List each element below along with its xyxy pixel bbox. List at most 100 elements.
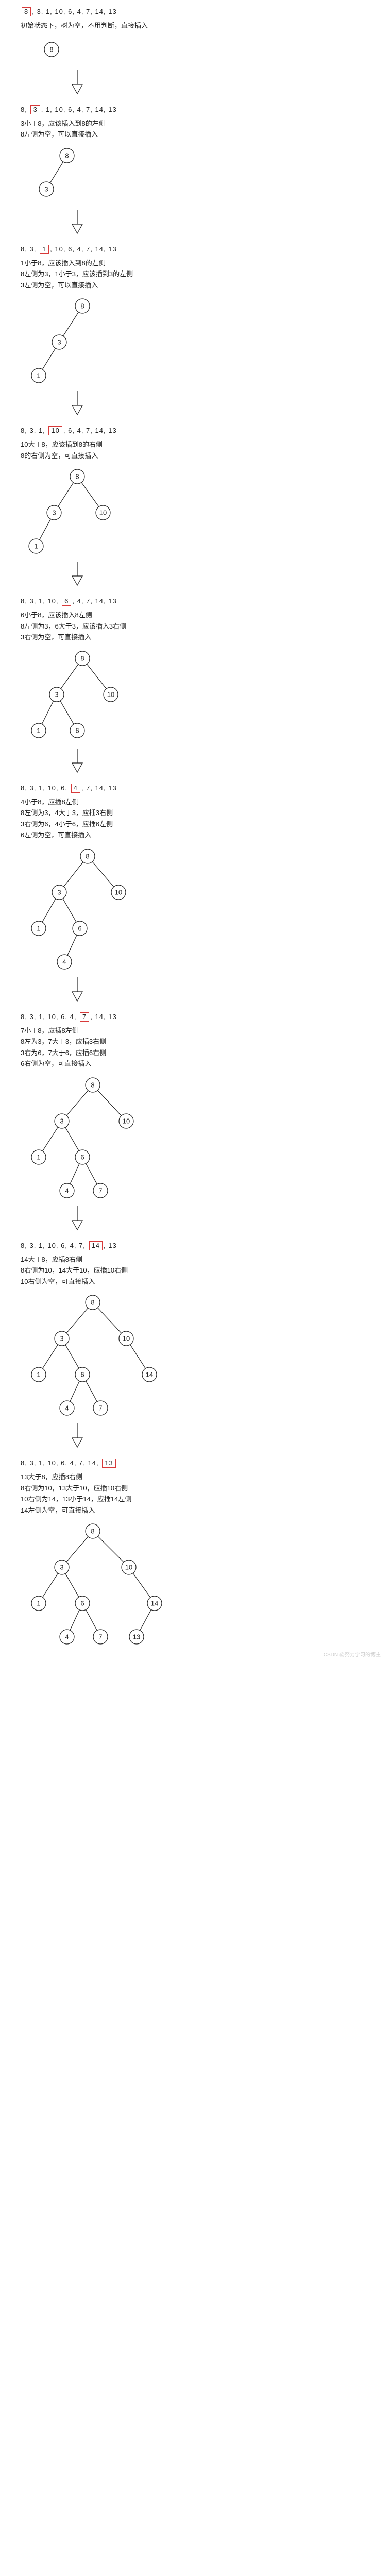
sequence-highlight: 8 — [22, 7, 31, 16]
tree-node: 3 — [52, 885, 66, 900]
sequence-num: 13 — [108, 245, 116, 253]
sequence-line: 8, 3, 1, 10, 6, 4, 7, 14, 13 — [21, 245, 386, 254]
sequence-num: 13 — [108, 106, 116, 113]
tree-edge — [92, 861, 114, 887]
tree-node: 10 — [104, 687, 118, 702]
sequence-num: 4 — [77, 427, 81, 434]
node-label: 8 — [80, 654, 84, 662]
node-label: 7 — [98, 1404, 102, 1412]
sequence-highlight: 1 — [40, 245, 49, 254]
node-label: 8 — [86, 852, 89, 860]
tree-diagram: 8 3 1 — [21, 293, 113, 386]
sequence-num: 6 — [61, 784, 65, 792]
sequence-num: 8 — [21, 784, 25, 792]
tree-node: 3 — [55, 1114, 69, 1128]
tree-node: 1 — [29, 539, 43, 553]
tree-node: 1 — [31, 921, 46, 936]
description-line: 6小于8，应该插入8左侧 — [21, 610, 386, 620]
node-label: 3 — [57, 338, 61, 346]
sequence-num: 6 — [68, 8, 72, 15]
node-label: 14 — [146, 1371, 153, 1379]
sequence-num: 8 — [21, 597, 25, 605]
sequence-num: 10 — [47, 597, 56, 605]
tree-edge — [140, 1609, 151, 1630]
tree-diagram: 8 3 10 1 6 4 7 — [21, 1072, 165, 1201]
tree-edge — [65, 1127, 79, 1151]
sequence-line: 8, 3, 1, 10, 6, 4, 7, 14, 13 — [21, 597, 386, 606]
tree-node: 13 — [129, 1630, 144, 1644]
description-line: 3左侧为空，可以直接插入 — [21, 280, 386, 291]
node-label: 1 — [37, 372, 40, 380]
sequence-num: 7 — [86, 597, 90, 605]
node-label: 8 — [65, 151, 69, 159]
node-label: 10 — [123, 1335, 130, 1343]
arrow-down-icon — [67, 209, 88, 234]
arrow-down-icon — [67, 561, 88, 586]
sequence-num: 1 — [39, 1459, 43, 1467]
tree-node: 3 — [47, 505, 61, 520]
description-line: 8左侧为3，6大于3，应该插入3右侧 — [21, 621, 386, 632]
tree-diagram: 8 3 10 1 6 14 4 7 13 — [21, 1518, 185, 1647]
description-line: 6右侧为空，可直接插入 — [21, 1059, 386, 1069]
description-line: 10右侧为14，13小于14，应插14左侧 — [21, 1494, 386, 1504]
description-line: 8左侧为3，1小于3，应该插到3的左侧 — [21, 269, 386, 279]
description-line: 3右侧为空，可直接插入 — [21, 632, 386, 642]
sequence-line: 8, 3, 1, 10, 6, 4, 7, 14, 13 — [21, 7, 386, 16]
sequence-num: 8 — [21, 106, 25, 113]
description-line: 3右为6，7大于6，应插6右侧 — [21, 1048, 386, 1058]
tree-edge — [70, 1381, 79, 1402]
sequence-num: 1 — [39, 784, 43, 792]
tree-wrap: 8 3 10 1 6 14 4 7 — [21, 1290, 386, 1418]
sequence-num: 14 — [95, 245, 104, 253]
tree-node: 3 — [55, 1331, 69, 1346]
node-label: 6 — [75, 726, 79, 734]
tree-wrap: 8 3 1 10 — [21, 464, 386, 556]
sequence-num: 3 — [29, 1459, 33, 1467]
tree-edge — [98, 1308, 122, 1333]
node-label: 1 — [37, 1600, 40, 1607]
node-label: 1 — [37, 924, 40, 932]
arrow-wrap — [67, 976, 386, 1002]
step-6: 8, 3, 1, 10, 6, 4, 7, 14, 134小于8，应插8左侧8左… — [5, 784, 386, 1002]
node-label: 8 — [91, 1081, 94, 1089]
tree-diagram: 8 3 — [21, 143, 103, 205]
tree-edge — [58, 483, 74, 506]
node-label: 3 — [57, 888, 61, 896]
tree-node: 6 — [73, 921, 87, 936]
node-label: 1 — [34, 543, 38, 550]
node-label: 4 — [65, 1633, 69, 1641]
tree-wrap: 8 3 1 — [21, 293, 386, 386]
step-5: 8, 3, 1, 10, 6, 4, 7, 14, 13 6小于8，应该插入8左侧… — [5, 597, 386, 773]
tree-edge — [81, 482, 99, 506]
tree-node: 1 — [31, 723, 46, 738]
arrow-wrap — [67, 1422, 386, 1448]
sequence-num: 4 — [77, 106, 81, 113]
sequence-highlight: 3 — [30, 105, 40, 114]
node-label: 8 — [91, 1299, 94, 1307]
sequence-num: 13 — [108, 427, 116, 434]
sequence-num: 3 — [29, 1013, 33, 1021]
tree-node: 8 — [60, 148, 74, 163]
tree-edge — [66, 1308, 88, 1333]
node-label: 4 — [62, 958, 66, 965]
sequence-highlight: 4 — [71, 784, 80, 793]
description-line: 初始状态下，树为空，不用判断，直接插入 — [21, 21, 386, 31]
description-line: 8左侧为3，4大于3，应插3右侧 — [21, 808, 386, 818]
sequence-num: 3 — [29, 784, 33, 792]
sequence-highlight: 6 — [62, 597, 71, 606]
sequence-num: 4 — [70, 1013, 74, 1021]
description-line: 13大于8，应插8右侧 — [21, 1472, 386, 1482]
sequence-num: 4 — [77, 245, 81, 253]
tree-node: 14 — [147, 1596, 162, 1611]
sequence-num: 14 — [95, 1013, 104, 1021]
sequence-num: 7 — [86, 784, 90, 792]
sequence-line: 8, 3, 1, 10, 6, 4, 7, 14, 13 — [21, 1241, 386, 1250]
arrow-wrap — [67, 390, 386, 416]
tree-edge — [63, 899, 76, 922]
sequence-line: 8, 3, 1, 10, 6, 4, 7, 14, 13 — [21, 426, 386, 435]
node-label: 8 — [49, 45, 53, 53]
sequence-num: 4 — [70, 1459, 74, 1467]
tree-edge — [43, 1573, 58, 1597]
sequence-num: 3 — [29, 427, 33, 434]
tree-edge — [40, 519, 51, 539]
